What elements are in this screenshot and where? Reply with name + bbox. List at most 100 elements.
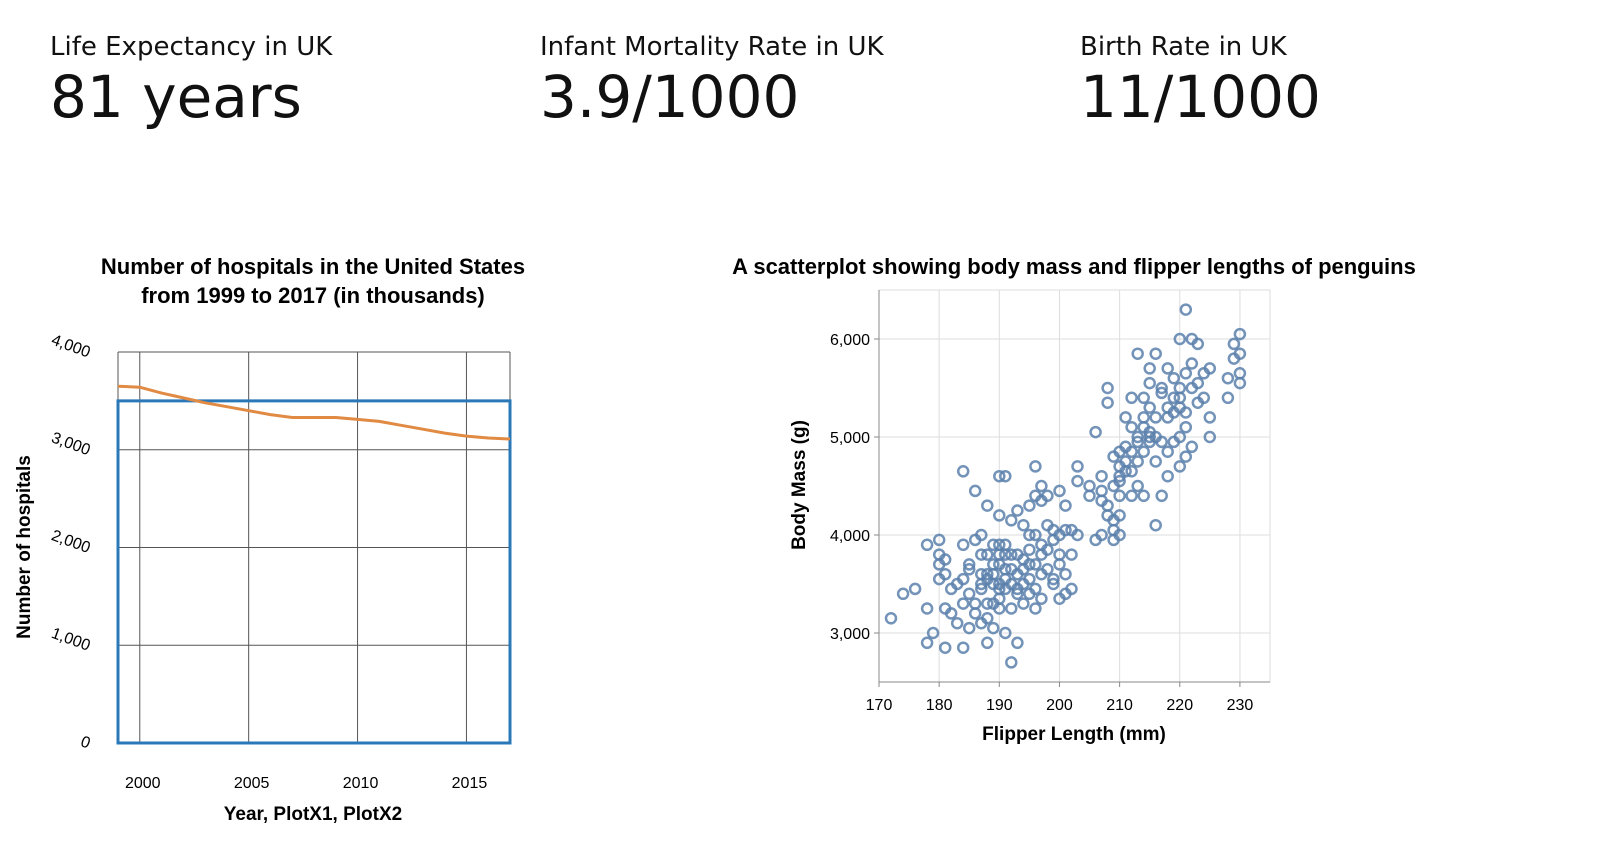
data-point [975,548,988,561]
data-point [1155,489,1168,503]
data-point [932,533,946,547]
data-point [1113,528,1126,542]
data-point [926,626,940,640]
chart-title-line-2: from 1999 to 2017 (in thousands) [141,283,485,308]
kpi-label: Infant Mortality Rate in UK [540,32,884,62]
data-point [1083,489,1096,503]
data-point [1173,430,1187,444]
data-point [1131,479,1144,493]
data-point [1113,489,1126,503]
y-tick-label: 5,000 [830,430,870,447]
data-point [975,528,988,542]
data-point [1137,411,1150,424]
data-point [993,592,1006,605]
data-point [908,582,922,596]
data-point [1227,337,1241,351]
x-tick-label: 200 [1046,697,1073,714]
data-point [1173,391,1187,405]
data-point [1005,514,1018,527]
data-point [1119,411,1132,424]
y-tick-label: 4,000 [49,332,93,362]
data-point [1161,445,1174,458]
data-point [1167,391,1181,405]
data-point [1011,587,1024,601]
x-axis-title: Year, PlotX1, PlotX2 [224,804,402,825]
data-point [1095,528,1108,542]
data-point [938,567,952,581]
data-point [981,548,994,561]
data-point [1041,563,1054,576]
data-point [1023,528,1036,542]
data-point [1071,460,1084,473]
x-tick-label: 180 [926,697,953,714]
x-tick-label: 210 [1106,697,1133,714]
x-tick-label: 170 [866,697,893,714]
data-point [1005,602,1018,615]
kpi-value: 81 years [50,63,302,131]
data-point [944,607,958,620]
data-point [1023,499,1036,512]
data-point [1005,548,1018,561]
data-point [1233,327,1247,341]
data-point [884,612,898,625]
data-point [1179,450,1193,463]
y-tick-label: 0 [78,733,92,752]
data-point [1155,381,1168,395]
data-point [1203,430,1217,444]
data-point [1029,528,1042,542]
data-point [962,621,976,635]
data-point [987,621,1000,635]
data-point [1221,391,1235,405]
data-point [1131,435,1144,449]
y-tick-label: 3,000 [830,626,870,643]
data-point [1143,362,1156,375]
data-point [1071,528,1084,542]
data-point [981,636,994,650]
data-point [1233,376,1247,390]
y-axis-ticks: 3,000 4,000 5,000 6,000 [830,332,870,643]
data-point [1125,445,1138,458]
data-point [1185,440,1199,454]
data-point [1011,504,1024,517]
y-axis-title: Number of hospitals [14,455,35,639]
data-point [1155,435,1168,449]
data-point [1179,406,1193,419]
data-point [981,612,994,625]
data-point [1179,303,1193,316]
data-point [1173,332,1187,346]
data-point [1143,401,1156,414]
y-tick-label: 4,000 [830,528,870,545]
gridlines [117,351,511,744]
data-point [962,587,976,601]
data-point [1173,460,1187,473]
data-point [987,538,1000,552]
data-point [1143,376,1156,390]
data-point [1095,484,1108,498]
data-point [1065,548,1078,561]
data-point [1065,582,1078,596]
penguins-scatter-chart[interactable]: A scatterplot showing body mass and flip… [660,240,1520,770]
y-tick-label: 6,000 [830,332,870,349]
data-point [993,509,1006,522]
data-point [1011,636,1024,650]
data-point [1095,469,1108,483]
data-point [1179,420,1193,434]
data-point [920,602,934,615]
data-point [1125,420,1138,434]
data-point [1071,474,1084,488]
hospitals-line-chart[interactable]: Number of hospitals in the United States… [0,240,640,840]
x-tick-label: 2015 [452,775,488,792]
data-point [1017,518,1030,532]
data-point [1005,656,1018,669]
data-point [938,641,952,654]
chart-title: A scatterplot showing body mass and flip… [732,254,1416,279]
x-axis-ticks: 170 180 190 200 210 220 230 [866,697,1254,714]
data-point [1041,489,1054,503]
kpi-label: Life Expectancy in UK [50,32,333,62]
data-point [1131,455,1144,468]
data-point [1119,455,1132,468]
data-point [1155,386,1168,400]
selection-brush[interactable] [116,399,512,745]
data-point [968,607,982,620]
data-point [1059,499,1072,512]
